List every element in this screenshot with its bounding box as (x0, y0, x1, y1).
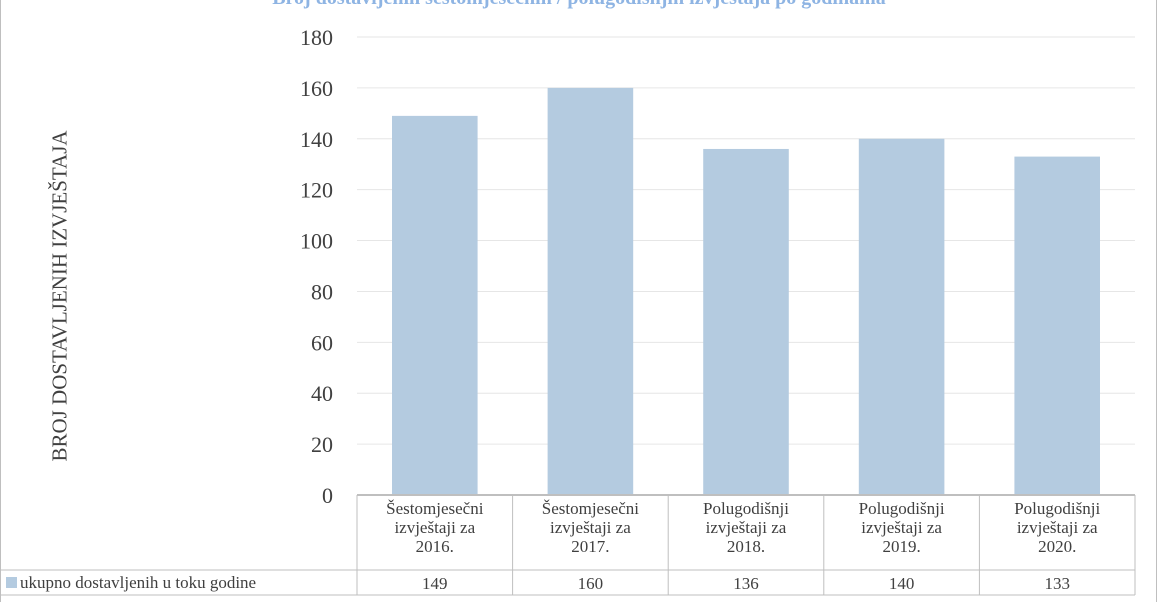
x-tick-label: 2017. (571, 537, 609, 556)
x-tick-label: izvještaji za (706, 518, 787, 537)
data-table-value: 149 (422, 574, 448, 593)
chart-title: Broj dostavljenih šestomjesečnih / polug… (0, 0, 1158, 10)
x-tick-label: Šestomjesečni (542, 499, 640, 518)
y-tick-label: 160 (300, 76, 333, 101)
bar (703, 148, 789, 495)
bar (547, 87, 634, 495)
x-tick-label: izvještaji za (394, 518, 475, 537)
x-tick-label: Polugodišnji (859, 499, 945, 518)
data-table-value: 160 (578, 574, 604, 593)
y-tick-label: 40 (311, 381, 333, 406)
legend-label: ukupno dostavljenih u toku godine (20, 573, 256, 592)
y-tick-label: 60 (311, 330, 333, 355)
x-tick-label: Šestomjesečni (386, 499, 484, 518)
y-tick-label: 100 (300, 229, 333, 254)
y-tick-label: 80 (311, 279, 333, 304)
x-tick-label: izvještaji za (550, 518, 631, 537)
x-tick-label: 2018. (727, 537, 765, 556)
y-tick-label: 120 (300, 178, 333, 203)
y-tick-label: 180 (300, 25, 333, 50)
x-tick-label: 2019. (882, 537, 920, 556)
x-tick-label: 2020. (1038, 537, 1076, 556)
x-tick-label: izvještaji za (1017, 518, 1098, 537)
legend-swatch (6, 577, 17, 588)
bar (1014, 156, 1100, 496)
x-tick-label: Polugodišnji (703, 499, 789, 518)
y-tick-label: 0 (322, 483, 333, 508)
x-tick-label: izvještaji za (861, 518, 942, 537)
y-tick-label: 20 (311, 432, 333, 457)
y-tick-label: 140 (300, 127, 333, 152)
bar (392, 115, 478, 495)
bar (858, 138, 945, 495)
x-tick-label: Polugodišnji (1014, 499, 1100, 518)
data-table-value: 133 (1044, 574, 1070, 593)
data-table-value: 140 (889, 574, 915, 593)
data-table-value: 136 (733, 574, 759, 593)
x-tick-label: 2016. (416, 537, 454, 556)
